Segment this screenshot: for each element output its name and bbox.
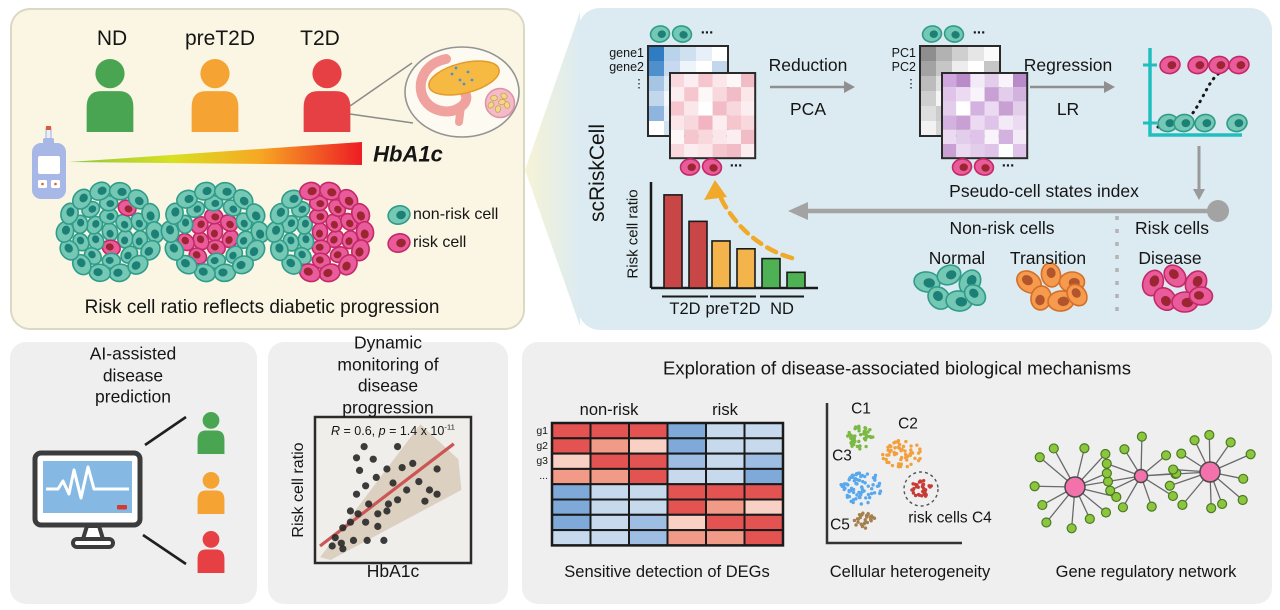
method-side-label: scRiskCell	[585, 123, 609, 223]
group-label-t2d: T2D	[300, 26, 340, 50]
stat-val: = 1.4 x 10	[385, 423, 445, 438]
gene-row2-label: gene2	[609, 60, 644, 74]
pc-row1-label: PC1	[891, 46, 916, 60]
scatter-xlabel: HbA1c	[366, 561, 420, 582]
panel-connector-beam	[525, 12, 580, 326]
cells-ellipsis-2: ...	[729, 153, 743, 171]
overview-graphics	[32, 46, 520, 283]
barchart-ylabel: Risk cell ratio	[624, 189, 642, 279]
gene-vdots: ⋮	[633, 76, 645, 91]
method-graphics	[647, 25, 1250, 318]
step2-label: Regression	[1023, 55, 1113, 76]
caption-network: Gene regulatory network	[1055, 562, 1237, 581]
monitoring-title: Dynamic monitoring of disease progressio…	[337, 332, 439, 418]
step2-method: LR	[1056, 99, 1080, 120]
pc-vdots: ⋮	[905, 76, 917, 91]
state-disease-label: Disease	[1138, 248, 1202, 269]
caption-degs: Sensitive detection of DEGs	[564, 562, 770, 581]
hba1c-label: HbA1c	[373, 141, 443, 167]
mechanisms-title: Exploration of disease-associated biolog…	[663, 357, 1131, 379]
cluster-label-c1: C1	[851, 400, 871, 418]
prediction-panel: AI-assisted disease prediction	[10, 342, 257, 604]
cluster-label-c4: risk cells C4	[908, 509, 992, 527]
prediction-title: AI-assisted disease prediction	[89, 343, 177, 407]
heatmap-row-g2: g2	[536, 440, 548, 452]
cells-ellipsis-3: ...	[972, 20, 986, 38]
barchart-group-nd: ND	[770, 299, 794, 318]
cells-ellipsis-1: ...	[700, 20, 714, 38]
stat-r: R	[331, 423, 341, 438]
mechanisms-panel: Exploration of disease-associated biolog…	[522, 342, 1272, 604]
legend-risk-label: risk cell	[413, 234, 467, 251]
mechanisms-graphics	[550, 403, 1256, 547]
scatter-stat-annotation: R = 0.6, p = 1.4 x 10-11	[331, 423, 455, 440]
heatmap-row-dots: ...	[539, 470, 548, 482]
pc-row2-label: PC2	[891, 60, 916, 74]
cluster-label-c5: C5	[830, 516, 850, 534]
heatmap-col-nonrisk: non-risk	[579, 400, 639, 419]
group-label-nd: ND	[96, 26, 128, 50]
caption-heterogeneity: Cellular heterogeneity	[829, 562, 991, 581]
stat-p: p	[378, 423, 386, 438]
step1-method: PCA	[790, 99, 826, 120]
scatter-ylabel: Risk cell ratio	[290, 442, 308, 538]
cells-ellipsis-4: ...	[1001, 153, 1015, 171]
heatmap-row-g3: g3	[536, 455, 548, 467]
barchart-group-t2d: T2D	[669, 299, 701, 318]
monitoring-graphics	[313, 415, 473, 565]
cluster-label-c3: C3	[832, 447, 852, 465]
overview-caption: Risk cell ratio reflects diabetic progre…	[84, 297, 440, 319]
prediction-graphics	[32, 412, 225, 573]
step1-label: Reduction	[768, 55, 848, 76]
state-transition-label: Transition	[1009, 248, 1087, 269]
state-normal-label: Normal	[928, 248, 986, 269]
barchart-group-pret2d: preT2D	[705, 299, 761, 318]
risk-group-label: Risk cells	[1135, 218, 1209, 239]
monitoring-panel: Dynamic monitoring of disease progressio…	[268, 333, 508, 604]
legend-nonrisk-label: non-risk cell	[413, 206, 499, 223]
heatmap-col-risk: risk	[712, 400, 738, 419]
pseudo-axis-label: Pseudo-cell states index	[949, 181, 1139, 202]
gene-row1-label: gene1	[609, 46, 644, 60]
stat-eq: = 0.6,	[340, 423, 379, 438]
stat-exp: -11	[444, 422, 455, 432]
group-label-pret2d: preT2D	[184, 26, 256, 50]
heatmap-row-g1: g1	[536, 425, 548, 437]
overview-panel: ND preT2D T2D HbA1c non-risk cell risk c…	[10, 8, 525, 330]
nonrisk-group-label: Non-risk cells	[949, 218, 1055, 239]
method-panel: scRiskCell gene1 gene2 ⋮ ... ... PC1 PC2…	[578, 8, 1272, 330]
cluster-label-c2: C2	[898, 415, 918, 433]
